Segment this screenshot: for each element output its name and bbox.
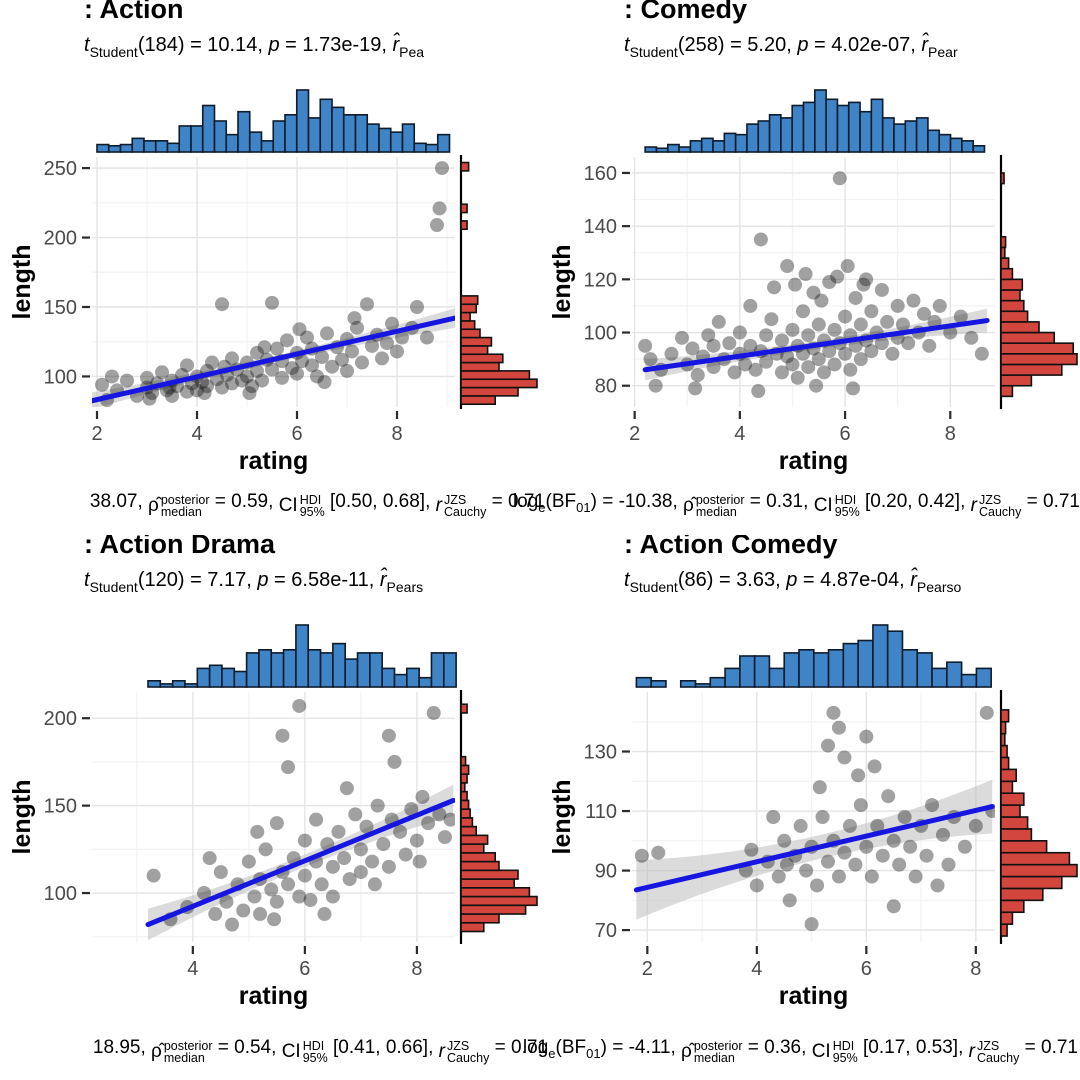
- axes: 2 4 6 8 70 90 110 130 rating length: [548, 742, 981, 1010]
- x-axis-title: rating: [779, 447, 848, 475]
- panel-subtitle: tStudent(120) = 7.17, p = 6.58e-11, r̂Pe…: [84, 569, 424, 595]
- svg-text:4: 4: [734, 423, 745, 445]
- svg-text:8: 8: [411, 958, 422, 980]
- axes: 2 4 6 8 80 100 120 140 160 rating length: [548, 163, 956, 475]
- svg-text:6: 6: [291, 423, 302, 445]
- x-axis-title: rating: [239, 982, 308, 1010]
- panel-caption-action-comedy: loge(BF01) = -4.11, ρ̂ posterior median = …: [522, 1037, 1078, 1065]
- svg-text:150: 150: [44, 796, 77, 818]
- panel-caption-action: 38.07, ρ̂ posterior median = 0.59, CI HDI 95…: [89, 491, 545, 519]
- svg-text:120: 120: [584, 269, 617, 291]
- panel-action: : Action tStudent(184) = 10.14, p = 1.73…: [0, 0, 540, 533]
- svg-text:4: 4: [751, 958, 762, 980]
- svg-text:4: 4: [191, 423, 202, 445]
- svg-text:250: 250: [44, 158, 77, 180]
- panel-subtitle: tStudent(184) = 10.14, p = 1.73e-19, r̂P…: [84, 34, 425, 60]
- svg-text:110: 110: [585, 801, 617, 823]
- svg-text:4: 4: [187, 958, 198, 980]
- svg-text:200: 200: [44, 708, 77, 730]
- panel-title: : Comedy: [624, 0, 748, 24]
- top-histogram: [96, 89, 451, 153]
- svg-text:6: 6: [840, 423, 851, 445]
- svg-text:8: 8: [945, 423, 956, 445]
- right-histogram: [999, 690, 1078, 944]
- top-histogram: [147, 624, 457, 688]
- gridlines: [92, 692, 455, 942]
- svg-text:130: 130: [584, 742, 617, 764]
- scatter-points: [95, 161, 449, 407]
- panel-comedy: : Comedy tStudent(258) = 5.20, p = 4.02e…: [540, 0, 1080, 533]
- regression-line: [145, 797, 455, 928]
- regression-line: [642, 318, 990, 373]
- regression-line: [92, 315, 455, 404]
- scatterplot-with-marginal-histograms: 2 4 6 8 100 150 200 250 rating length: [8, 89, 538, 475]
- panel-caption-comedy: loge(BF01) = -10.38, ρ̂ posterior median =…: [512, 491, 1080, 519]
- top-histogram: [644, 89, 986, 153]
- svg-text:150: 150: [44, 297, 77, 319]
- scatterplot-with-marginal-histograms: 2 4 6 8 80 100 120 140 160 rating length: [548, 89, 1078, 475]
- panel-caption-action-drama: 18.95, ρ̂ posterior median = 0.54, CI HDI 95…: [92, 1037, 548, 1065]
- svg-text:200: 200: [44, 228, 77, 250]
- axes: 4 6 8 100 150 200 rating length: [8, 708, 422, 1010]
- svg-text:6: 6: [861, 958, 872, 980]
- svg-text:100: 100: [44, 883, 77, 905]
- svg-text:6: 6: [299, 958, 310, 980]
- panel-subtitle: tStudent(258) = 5.20, p = 4.02e-07, r̂Pe…: [624, 34, 958, 60]
- panel-action-comedy: : Action Comedy tStudent(86) = 3.63, p =…: [540, 535, 1080, 1068]
- svg-text:90: 90: [595, 861, 617, 883]
- panel-title: : Action Drama: [84, 535, 276, 559]
- svg-text:2: 2: [629, 423, 640, 445]
- panel-action-drama: : Action Drama tStudent(120) = 7.17, p =…: [0, 535, 540, 1068]
- svg-text:8: 8: [391, 423, 402, 445]
- svg-text:70: 70: [595, 920, 617, 942]
- right-histogram: [459, 690, 538, 944]
- right-histogram: [999, 155, 1078, 409]
- right-histogram: [459, 155, 538, 409]
- panel-subtitle: tStudent(86) = 3.63, p = 4.87e-04, r̂Pea…: [624, 569, 962, 595]
- svg-text:140: 140: [584, 216, 617, 238]
- svg-text:2: 2: [91, 423, 102, 445]
- top-histogram: [635, 624, 992, 688]
- svg-text:80: 80: [595, 376, 617, 398]
- regression-line: [633, 804, 995, 893]
- scatterplot-with-marginal-histograms: 2 4 6 8 70 90 110 130 rating length: [548, 624, 1078, 1010]
- x-axis-title: rating: [779, 982, 848, 1010]
- svg-text:8: 8: [970, 958, 981, 980]
- x-axis-title: rating: [239, 447, 308, 475]
- axes: 2 4 6 8 100 150 200 250 rating length: [8, 158, 403, 475]
- svg-text:2: 2: [642, 958, 653, 980]
- y-axis-title: length: [548, 245, 576, 320]
- panel-title: : Action Comedy: [624, 535, 838, 559]
- svg-text:160: 160: [584, 163, 617, 185]
- svg-text:100: 100: [584, 323, 617, 345]
- y-axis-title: length: [8, 245, 36, 320]
- gridlines: [92, 157, 455, 407]
- y-axis-title: length: [8, 780, 36, 855]
- scatterplot-with-marginal-histograms: 4 6 8 100 150 200 rating length: [8, 624, 538, 1010]
- panel-title: : Action: [84, 0, 184, 24]
- y-axis-title: length: [548, 780, 576, 855]
- svg-text:100: 100: [44, 366, 77, 388]
